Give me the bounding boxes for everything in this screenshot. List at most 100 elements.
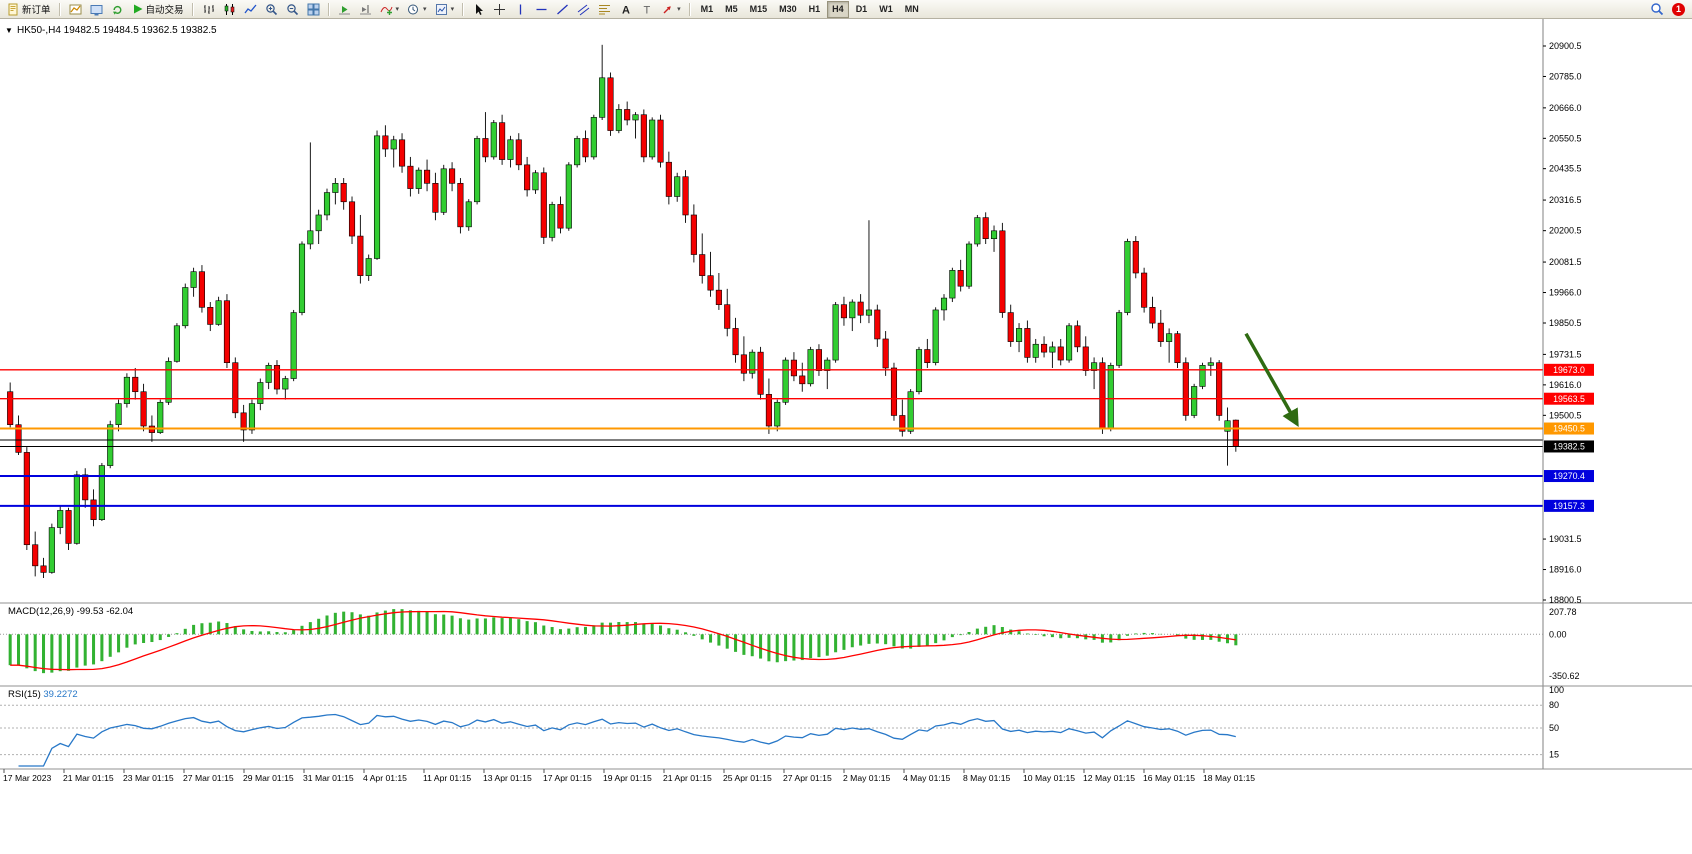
timeframe-w1[interactable]: W1 [879,4,893,14]
search-icon [1651,3,1664,16]
arrows-icon [663,5,671,13]
candles-layer [7,44,1239,578]
notification-badge[interactable]: 1 [1672,2,1685,16]
svg-text:16 May 01:15: 16 May 01:15 [1143,773,1195,783]
tile-windows-button[interactable] [304,0,323,18]
svg-text:17 Apr 01:15: 17 Apr 01:15 [543,773,592,783]
toolbar: 新订单 自动交易 ▾ ▾ [0,0,1692,19]
trend-arrow[interactable] [1244,332,1299,427]
tile-windows-icon [307,3,320,15]
svg-text:4 Apr 01:15: 4 Apr 01:15 [363,773,407,783]
svg-text:50: 50 [1549,723,1559,733]
text-label-icon: T [644,4,651,16]
svg-text:-350.62: -350.62 [1549,671,1580,681]
svg-text:19616.0: 19616.0 [1549,380,1582,390]
svg-text:19731.5: 19731.5 [1549,349,1582,359]
svg-text:18800.5: 18800.5 [1549,595,1582,605]
indicators-button[interactable]: ▾ [377,0,403,18]
toolbar-separator [327,2,330,16]
price-tag [1544,440,1594,453]
text-label-button[interactable]: T [637,0,656,18]
periods-button[interactable]: ▾ [404,0,430,18]
svg-text:20900.5: 20900.5 [1549,41,1582,51]
search-button[interactable] [1647,0,1667,18]
svg-text:18 May 01:15: 18 May 01:15 [1203,773,1255,783]
svg-text:A: A [622,4,630,16]
new-chart-button[interactable] [66,0,85,18]
timeframe-h1[interactable]: H1 [808,4,821,14]
svg-text:27 Apr 01:15: 27 Apr 01:15 [783,773,832,783]
autotrading-button[interactable]: 自动交易 [129,0,187,18]
timeframe-d1[interactable]: D1 [855,4,868,14]
text-icon: A [622,4,630,16]
crosshair-icon [494,3,506,15]
line-chart-button[interactable] [241,0,260,18]
price-tag [1544,363,1594,376]
bars-chart-button[interactable] [199,0,218,18]
zoom-out-button[interactable] [283,0,302,18]
macd-signal-line [10,610,1236,671]
horizontal-line-button[interactable] [532,0,551,18]
chart-shift-button[interactable] [356,0,375,18]
dropdown-caret-icon: ▾ [450,6,455,13]
chart-profiles-icon [90,4,103,15]
bars-chart-icon [203,4,214,14]
svg-text:20785.0: 20785.0 [1549,71,1582,81]
cursor-button[interactable] [469,0,488,18]
horizontal-line-icon [536,8,547,10]
svg-text:21 Mar 01:15: 21 Mar 01:15 [63,773,114,783]
timeframe-m30[interactable]: M30 [779,4,797,14]
svg-text:12 May 01:15: 12 May 01:15 [1083,773,1135,783]
text-button[interactable]: A [616,0,635,18]
trendline-button[interactable] [553,0,572,18]
svg-text:10 May 01:15: 10 May 01:15 [1023,773,1075,783]
timeframe-m5[interactable]: M5 [725,4,738,14]
fibonacci-button[interactable] [595,0,614,18]
svg-text:19 Apr 01:15: 19 Apr 01:15 [603,773,652,783]
dropdown-caret-icon: ▾ [677,6,681,13]
zoom-out-icon [286,3,298,15]
svg-text:80: 80 [1549,700,1559,710]
svg-text:19382.5: 19382.5 [1553,442,1585,452]
arrows-button[interactable]: ▾ [658,0,684,18]
svg-text:29 Mar 01:15: 29 Mar 01:15 [243,773,294,783]
price-tag [1544,470,1594,483]
templates-icon [435,3,447,15]
dropdown-caret-icon: ▾ [423,6,427,13]
refresh-button[interactable] [108,0,127,18]
autotrading-play-icon [133,4,143,14]
toolbar-separator [58,2,61,16]
timeframe-mn[interactable]: MN [904,4,919,14]
svg-text:2 May 01:15: 2 May 01:15 [843,773,891,783]
svg-text:23 Mar 01:15: 23 Mar 01:15 [123,773,174,783]
zoom-in-button[interactable] [262,0,281,18]
timeframe-m1[interactable]: M1 [700,4,714,14]
svg-text:21 Apr 01:15: 21 Apr 01:15 [663,773,712,783]
channel-button[interactable] [574,0,593,18]
new-order-button[interactable]: 新订单 [4,0,54,18]
zoom-in-icon [265,3,277,15]
svg-text:19673.0: 19673.0 [1553,365,1585,375]
candlestick-chart-button[interactable] [220,0,239,18]
cursor-icon [476,3,484,15]
candlestick-chart-icon [224,3,234,15]
timeframe-h4[interactable]: H4 [827,0,849,18]
svg-text:20316.5: 20316.5 [1549,195,1582,205]
svg-text:19450.5: 19450.5 [1553,424,1585,434]
rsi-line [18,713,1236,767]
templates-button[interactable]: ▾ [432,0,458,18]
svg-text:19966.0: 19966.0 [1549,288,1582,298]
vertical-line-button[interactable] [511,0,530,18]
svg-text:T: T [644,4,651,16]
svg-text:15: 15 [1549,750,1559,760]
line-chart-icon [244,4,257,13]
price-chart[interactable]: 19673.0 19563.5 19450.5 19382.5 19270.4 19157… [0,19,1692,854]
autoscroll-button[interactable] [335,0,354,18]
svg-text:20081.5: 20081.5 [1549,257,1582,267]
price-tag [1544,422,1594,435]
svg-text:19031.5: 19031.5 [1549,534,1582,544]
chart-profiles-button[interactable] [87,0,106,18]
timeframe-m15[interactable]: M15 [749,4,768,14]
svg-text:18916.0: 18916.0 [1549,565,1582,575]
crosshair-button[interactable] [490,0,509,18]
